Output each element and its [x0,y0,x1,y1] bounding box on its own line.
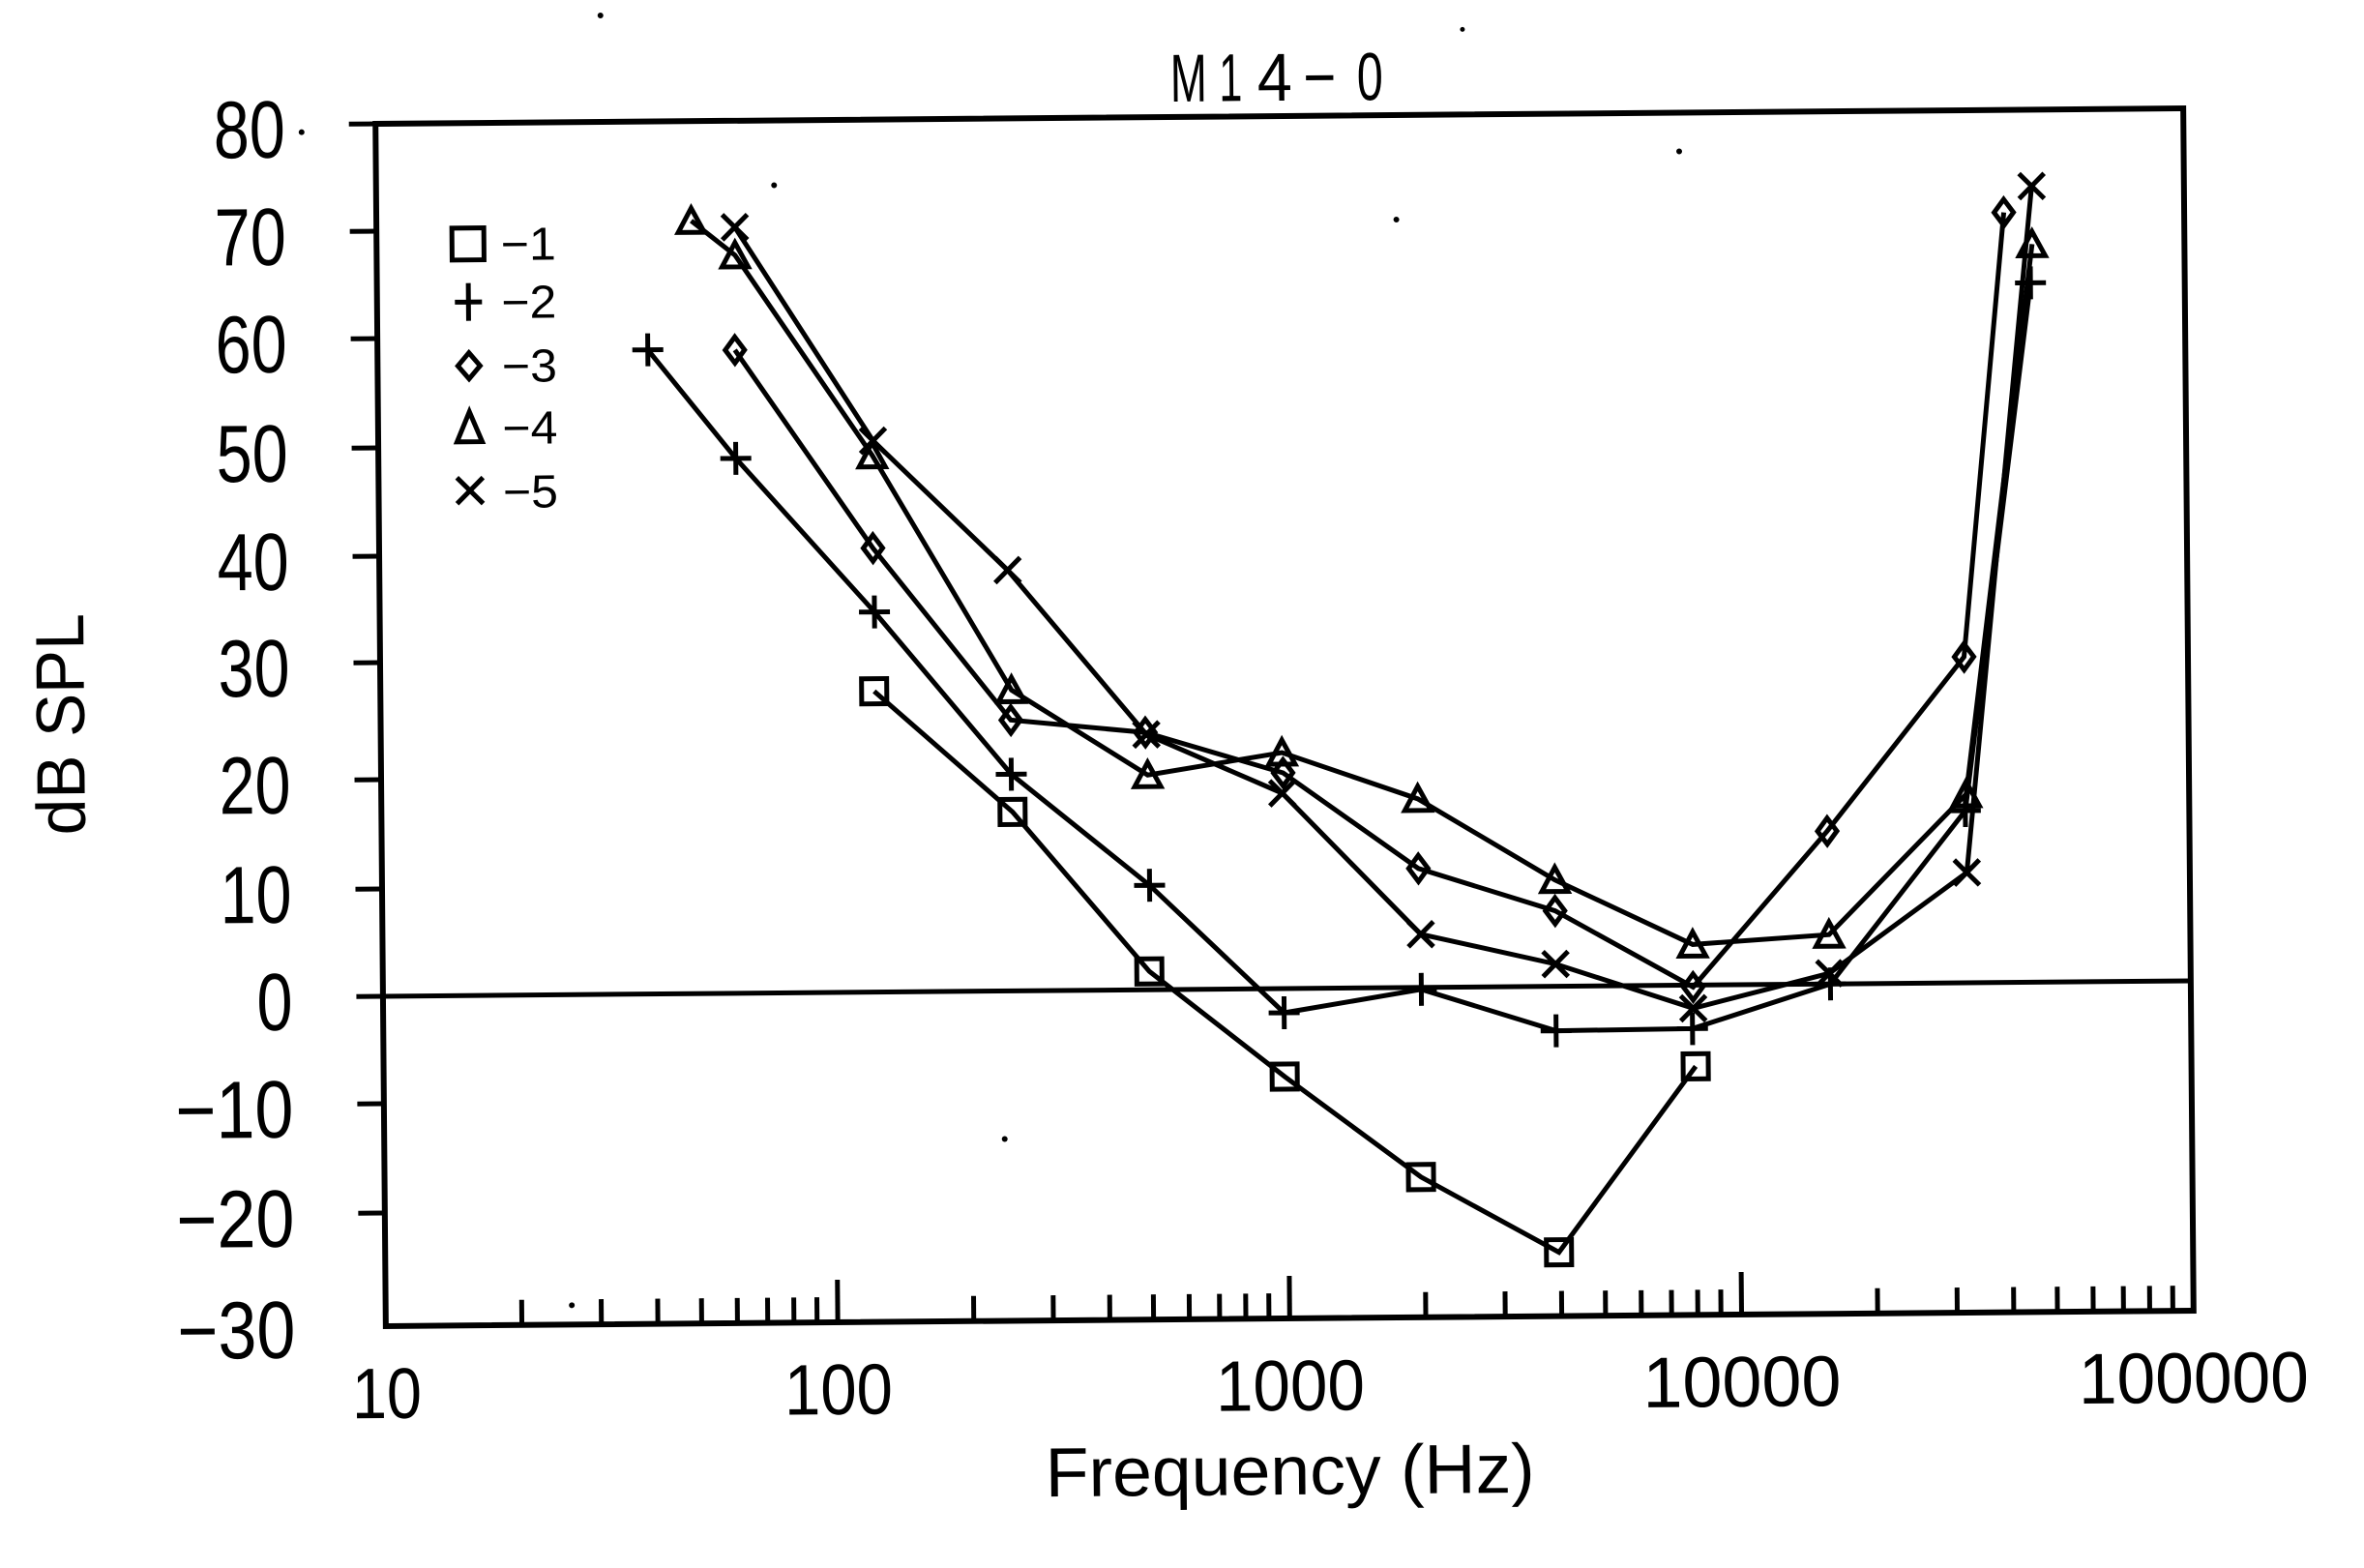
svg-text:80: 80 [213,84,285,176]
svg-text:−: − [1303,40,1337,115]
svg-text:Frequency (Hz): Frequency (Hz) [1045,1431,1535,1512]
svg-text:10: 10 [352,1353,423,1435]
svg-text:dB SPL: dB SPL [22,613,101,836]
svg-text:−10: −10 [175,1064,294,1156]
svg-text:M: M [1170,41,1208,116]
svg-text:1: 1 [1219,40,1243,115]
svg-text:−5: −5 [503,466,558,518]
svg-text:50: 50 [216,408,288,500]
svg-text:−3: −3 [502,340,557,392]
svg-text:0: 0 [256,957,293,1048]
svg-text:−30: −30 [177,1285,296,1376]
svg-text:30: 30 [218,623,290,715]
svg-text:4: 4 [1257,40,1293,115]
svg-text:1000: 1000 [1216,1345,1366,1426]
svg-text:100000: 100000 [2079,1337,2310,1419]
svg-text:70: 70 [214,192,286,283]
svg-text:40: 40 [217,517,289,608]
svg-text:20: 20 [219,740,291,832]
svg-text:−2: −2 [501,277,556,328]
svg-text:−20: −20 [176,1173,295,1265]
svg-text:10000: 10000 [1642,1341,1842,1423]
svg-text:0: 0 [1357,39,1384,114]
svg-text:10: 10 [220,849,292,941]
svg-text:100: 100 [784,1348,894,1430]
svg-text:60: 60 [215,299,287,391]
svg-text:−1: −1 [501,219,556,270]
svg-text:−4: −4 [502,402,557,454]
